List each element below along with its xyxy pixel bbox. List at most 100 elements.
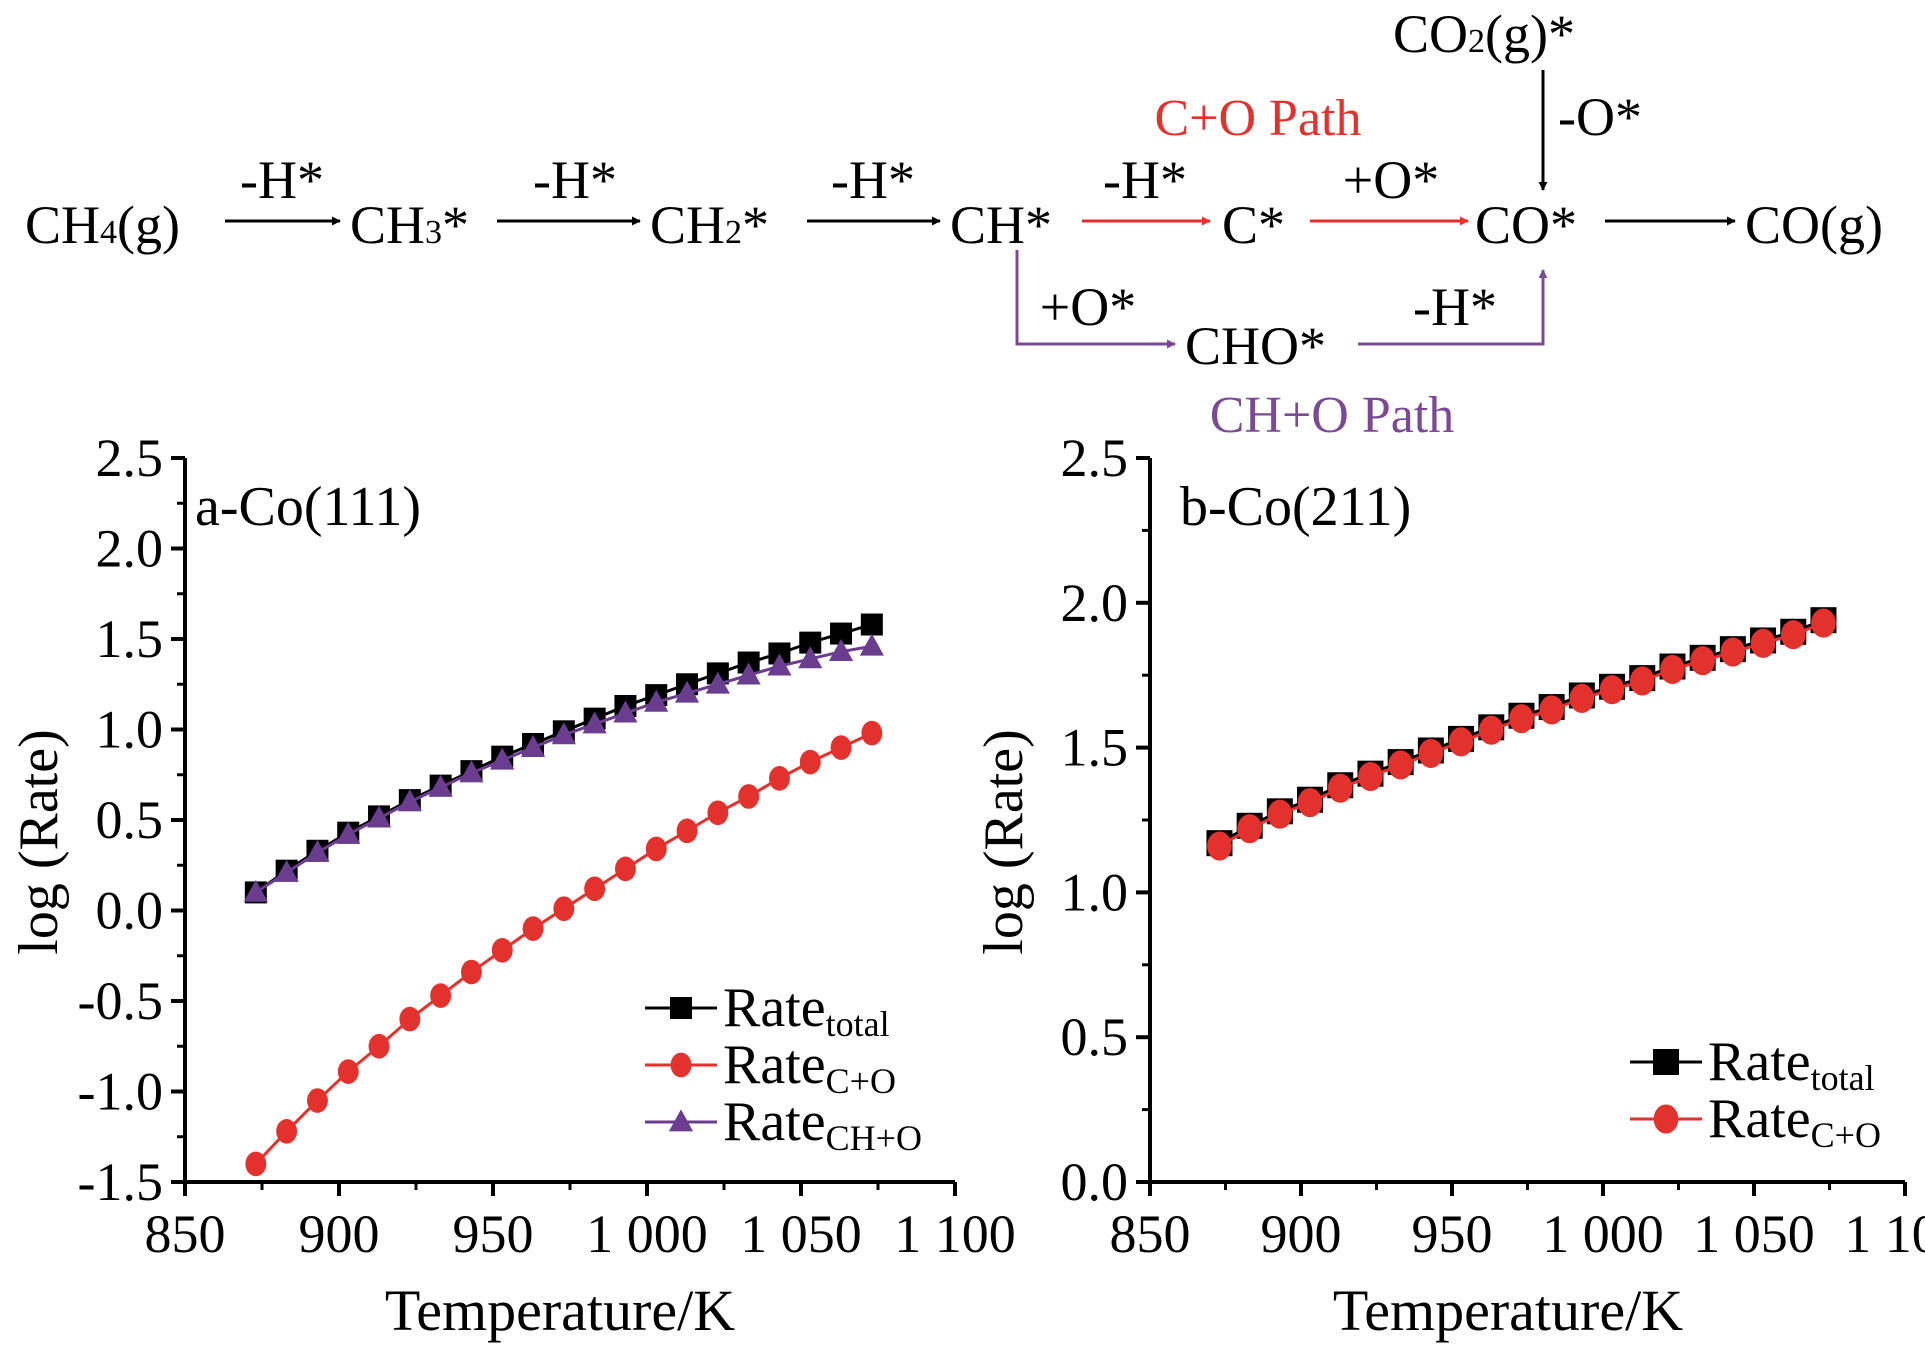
step-label-ch-c: -H* bbox=[1103, 150, 1187, 210]
data-point-CH+O bbox=[305, 839, 330, 862]
legend-swatch-marker bbox=[1653, 1049, 1679, 1075]
data-point-CH+O bbox=[336, 821, 361, 844]
legend-entry-name: Rate bbox=[1708, 1088, 1811, 1150]
y-tick-label: 0.0 bbox=[96, 881, 164, 941]
y-tick-label: 2.5 bbox=[1061, 428, 1129, 488]
x-axis-label-b: Temperature/K bbox=[1333, 1278, 1683, 1343]
species-co2-gas: CO2(g)* bbox=[1393, 4, 1575, 64]
x-tick-label: 1 000 bbox=[1542, 1204, 1664, 1264]
data-point-C+O bbox=[707, 800, 729, 826]
species-co: CO* bbox=[1475, 195, 1577, 255]
data-point-C+O bbox=[1569, 683, 1595, 713]
y-axis-label-b: log (Rate) bbox=[973, 729, 1035, 954]
chart-panel-a: a-Co(111) Temperature/K log (Rate) 850 90… bbox=[8, 428, 1016, 1343]
data-point-C+O bbox=[1720, 637, 1746, 667]
data-point-CH+O bbox=[859, 633, 884, 656]
y-tick-label: 1.0 bbox=[1061, 862, 1129, 922]
x-tick-label: 850 bbox=[145, 1204, 226, 1264]
data-point-CH+O bbox=[582, 711, 607, 734]
data-point-C+O bbox=[1539, 695, 1565, 725]
data-point-C+O bbox=[1388, 750, 1414, 780]
legend-entry-name: Rate bbox=[723, 1091, 826, 1153]
legend-entry: Ratetotal bbox=[723, 977, 890, 1044]
data-point-C+O bbox=[1750, 628, 1776, 658]
y-tick-label: 1.0 bbox=[96, 700, 164, 760]
y-tick-label: -0.5 bbox=[78, 971, 163, 1031]
legend-entry-name: Rate bbox=[723, 1034, 826, 1096]
step-label-ch3-ch2: -H* bbox=[533, 150, 617, 210]
data-point-CH+O bbox=[798, 646, 823, 669]
x-tick-label: 950 bbox=[453, 1204, 534, 1264]
y-tick-label: 2.0 bbox=[96, 519, 164, 579]
species-ch3: CH3* bbox=[350, 195, 469, 255]
data-point-C+O bbox=[306, 1088, 328, 1113]
legend-entry-name: Rate bbox=[723, 977, 826, 1039]
data-point-C+O bbox=[1327, 773, 1353, 803]
species-cho: CHO* bbox=[1185, 316, 1326, 376]
data-point-C+O bbox=[1267, 799, 1293, 829]
y-tick-label: 2.0 bbox=[1061, 573, 1129, 633]
legend-swatch-marker bbox=[670, 1052, 692, 1078]
data-point-C+O bbox=[645, 836, 667, 862]
data-point-C+O bbox=[245, 1151, 267, 1177]
x-tick-label: 1 050 bbox=[740, 1204, 862, 1264]
data-point-total bbox=[799, 631, 822, 654]
data-point-total bbox=[860, 613, 883, 636]
data-point-C+O bbox=[1690, 646, 1716, 676]
data-point-CH+O bbox=[674, 680, 700, 703]
data-point-CH+O bbox=[551, 722, 576, 745]
data-point-CH+O bbox=[520, 734, 546, 757]
legend-entry-subscript: total bbox=[1811, 1058, 1875, 1098]
data-point-C+O bbox=[861, 720, 883, 746]
data-point-total bbox=[737, 651, 760, 674]
data-point-CH+O bbox=[490, 747, 515, 770]
data-point-C+O bbox=[768, 766, 790, 791]
legend-entry-subscript: C+O bbox=[1811, 1115, 1881, 1155]
legend-entry: RateCH+O bbox=[723, 1091, 922, 1158]
x-tick-label: 1 100 bbox=[1844, 1204, 1925, 1264]
x-tick-label: 1 000 bbox=[586, 1204, 708, 1264]
data-point-C+O bbox=[522, 916, 544, 941]
plot-area-a: 850 900 950 1 000 1 050 1 100 -1.5 -1.0 -0.5 0.0 0… bbox=[78, 428, 1016, 1264]
species-ch4-gas: CH4(g) bbox=[25, 195, 180, 255]
data-point-CH+O bbox=[366, 805, 392, 828]
legend-entry-subscript: CH+O bbox=[826, 1118, 922, 1158]
chart-panel-b: b-Co(211) Temperature/K log (Rate) 850 90… bbox=[973, 428, 1925, 1343]
legend-entry-subscript: C+O bbox=[826, 1061, 896, 1101]
data-point-CH+O bbox=[613, 700, 638, 723]
data-point-CH+O bbox=[428, 774, 453, 797]
y-tick-label: 1.5 bbox=[1061, 718, 1129, 778]
panel-label-b: b-Co(211) bbox=[1180, 476, 1411, 538]
legend-entry-subscript: total bbox=[826, 1004, 890, 1044]
step-label-cho-co: -H* bbox=[1413, 277, 1497, 337]
step-label-c-co: +O* bbox=[1343, 150, 1439, 210]
arrow-cho-to-co bbox=[1358, 269, 1548, 346]
data-point-CH+O bbox=[644, 689, 669, 712]
species-ch: CH* bbox=[950, 195, 1052, 255]
data-point-C+O bbox=[738, 784, 760, 809]
y-tick-label: 1.5 bbox=[96, 609, 164, 669]
data-point-C+O bbox=[830, 735, 852, 760]
x-tick-label: 850 bbox=[1110, 1204, 1191, 1264]
data-point-C+O bbox=[460, 959, 482, 985]
data-point-total bbox=[768, 642, 791, 665]
arrow-ch-to-cho bbox=[1015, 250, 1176, 349]
legend-swatch-marker bbox=[668, 1109, 694, 1132]
y-tick-label: 0.5 bbox=[1061, 1007, 1129, 1067]
data-point-CH+O bbox=[243, 879, 268, 902]
data-point-C+O bbox=[1478, 715, 1504, 745]
data-point-C+O bbox=[1358, 762, 1383, 792]
data-point-C+O bbox=[399, 1006, 421, 1032]
data-point-CH+O bbox=[767, 653, 792, 676]
data-point-C+O bbox=[491, 938, 513, 963]
data-point-C+O bbox=[1780, 620, 1806, 650]
legend-entry: Ratetotal bbox=[1708, 1031, 1875, 1098]
legend-entry-name: Rate bbox=[1708, 1031, 1811, 1093]
data-point-C+O bbox=[1448, 727, 1474, 757]
data-point-CH+O bbox=[828, 639, 854, 662]
legend-swatch-marker bbox=[1653, 1104, 1679, 1134]
step-label-ch4-ch3: -H* bbox=[240, 150, 324, 210]
path-label-ch-o: CH+O Path bbox=[1210, 387, 1455, 444]
